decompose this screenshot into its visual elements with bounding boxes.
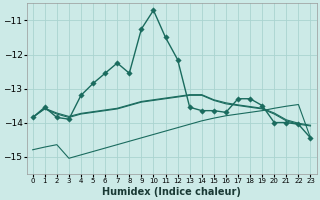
- X-axis label: Humidex (Indice chaleur): Humidex (Indice chaleur): [102, 187, 241, 197]
